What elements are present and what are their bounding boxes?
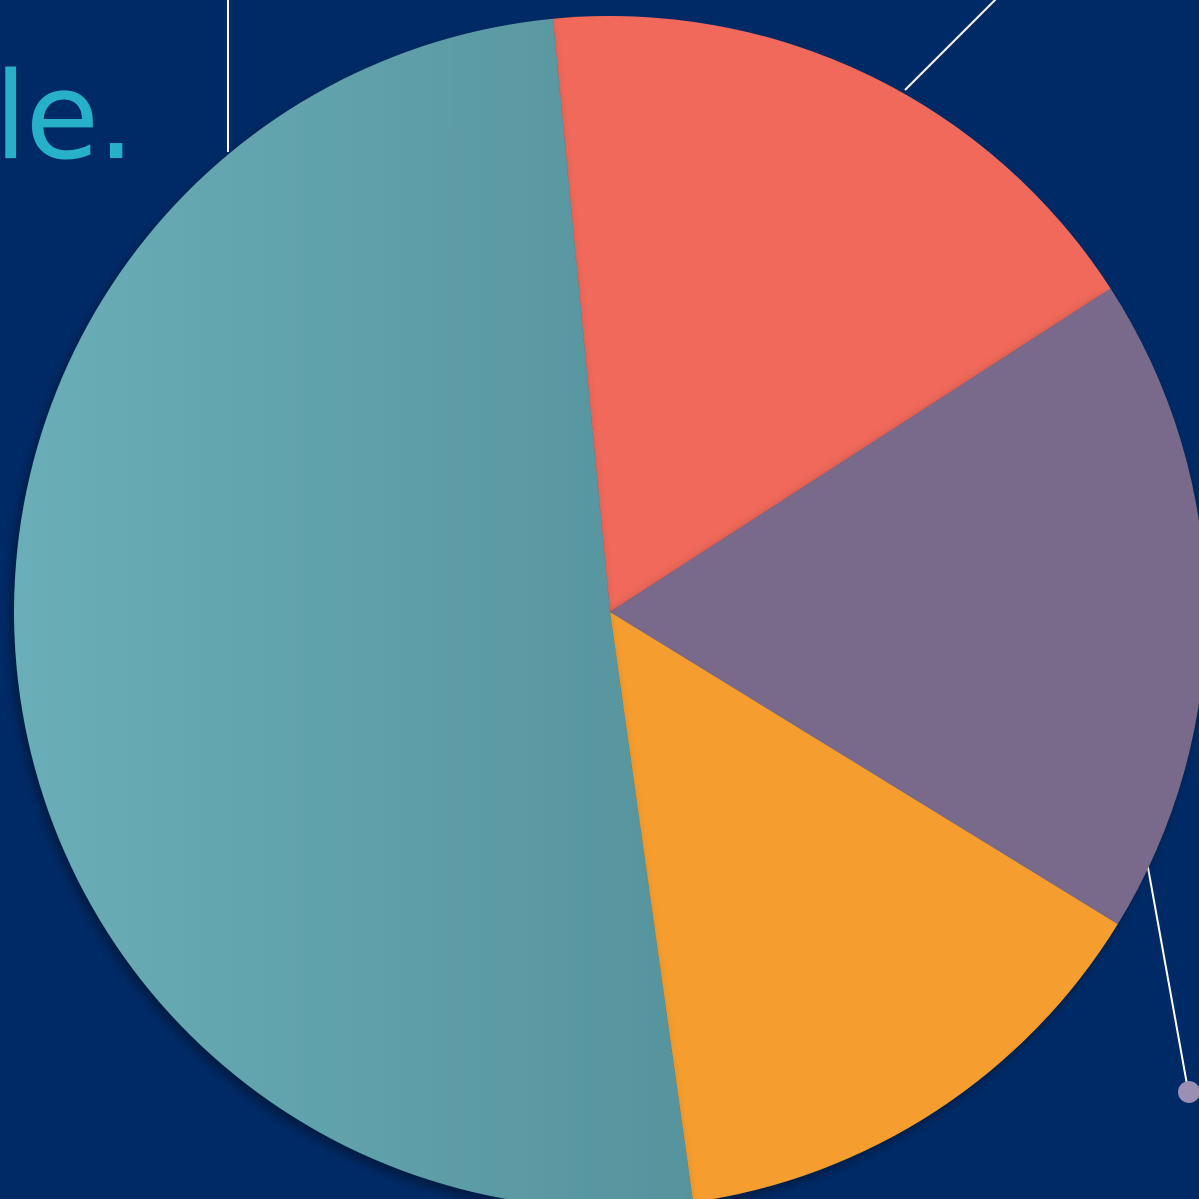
- page-title-fragment: le.: [0, 48, 135, 187]
- pie-slice-1: [552, 15, 1111, 612]
- pie-slice-2: [610, 288, 1199, 925]
- pie-slice-4: [14, 18, 693, 1199]
- leader-lines: [227, 0, 1199, 1199]
- pie-slice-3: [610, 612, 1118, 1199]
- pie-slices: [14, 15, 1199, 1199]
- leader-line-2: [904, 0, 997, 91]
- leader-line-3: [1146, 861, 1189, 1091]
- leader-dot: [1178, 1081, 1199, 1103]
